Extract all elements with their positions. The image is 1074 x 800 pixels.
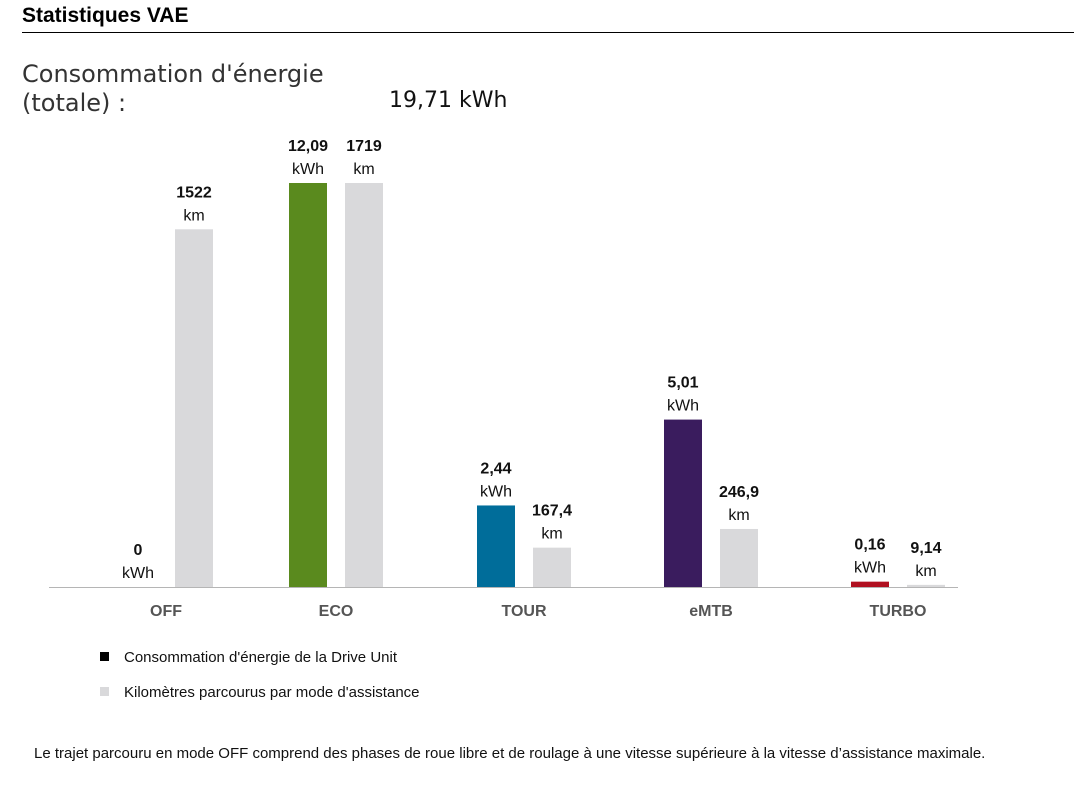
bar-distance-eco [345,183,383,587]
data-unit-distance-eco: km [353,161,374,178]
data-unit-energy-eco: kWh [292,161,324,178]
footnote: Le trajet parcouru en mode OFF comprend … [34,745,986,762]
data-label-distance-off: 1522 [176,184,212,201]
data-label-distance-eco: 1719 [346,138,382,155]
bar-energy-emtb [664,419,702,587]
bar-distance-off [175,229,213,587]
legend-swatch-energy [100,652,109,661]
data-label-energy-tour: 2,44 [480,460,511,477]
bar-energy-turbo [851,581,889,587]
data-unit-distance-turbo: km [915,563,936,580]
legend-item-energy: Consommation d'énergie de la Drive Unit [100,649,397,666]
bar-distance-turbo [907,584,945,587]
category-label-emtb: eMTB [689,603,733,620]
total-consumption-value: 19,71 kWh [389,88,508,113]
total-consumption-label-line1: Consommation d'énergie [22,60,324,88]
legend-label-energy: Consommation d'énergie de la Drive Unit [124,649,397,666]
data-unit-distance-emtb: km [728,507,749,524]
legend-label-distance: Kilomètres parcourus par mode d'assistan… [124,684,420,701]
total-consumption-label: Consommation d'énergie (totale) : [22,60,324,118]
bar-distance-tour [533,547,571,587]
data-unit-energy-turbo: kWh [854,560,886,577]
data-unit-energy-emtb: kWh [667,398,699,415]
data-unit-energy-tour: kWh [480,483,512,500]
data-label-energy-off: 0 [134,542,143,559]
category-label-eco: ECO [319,603,354,620]
data-unit-distance-tour: km [541,526,562,543]
data-label-distance-emtb: 246,9 [719,484,759,501]
data-label-distance-turbo: 9,14 [910,540,941,557]
data-label-distance-tour: 167,4 [532,503,572,520]
bar-chart: 0 kWh 1522 km OFF 12,09 kWh 1719 km ECO 2,44 kWh 167… [49,138,958,620]
category-label-tour: TOUR [501,603,546,620]
category-label-turbo: TURBO [870,603,927,620]
bar-distance-emtb [720,528,758,587]
legend-item-distance: Kilomètres parcourus par mode d'assistan… [100,684,420,701]
title-divider [22,32,1074,33]
data-label-energy-turbo: 0,16 [854,537,885,554]
total-consumption-label-line2: (totale) : [22,89,127,117]
bar-energy-tour [477,505,515,587]
bar-energy-eco [289,183,327,587]
data-unit-energy-off: kWh [122,565,154,582]
legend-swatch-distance [100,687,109,696]
data-unit-distance-off: km [183,207,204,224]
category-label-off: OFF [150,603,182,620]
data-label-energy-emtb: 5,01 [667,375,698,392]
page-title: Statistiques VAE [22,4,189,27]
data-label-energy-eco: 12,09 [288,138,328,155]
